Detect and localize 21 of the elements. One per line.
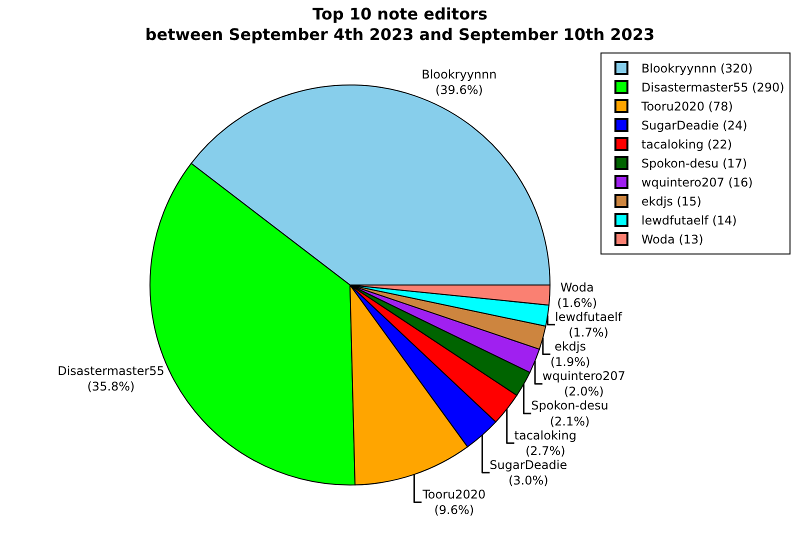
legend-label: tacaloking (22) xyxy=(641,138,732,152)
data-label: Blookryynnn (39.6%) xyxy=(422,68,497,98)
data-label: Spokon-desu (2.1%) xyxy=(531,398,608,428)
legend-label: wquintero207 (16) xyxy=(641,176,753,190)
data-label: Disastermaster55 (35.8%) xyxy=(58,364,164,394)
data-label: Woda (1.6%) xyxy=(557,280,598,310)
legend-label: Disastermaster55 (290) xyxy=(641,80,784,95)
data-label: wquintero207 (2.0%) xyxy=(542,369,626,399)
data-label: tacaloking (2.7%) xyxy=(514,428,576,458)
legend-label: Woda (13) xyxy=(641,232,704,247)
chart-title: Top 10 note editors between September 4th 2023 and September 10th 2023 xyxy=(145,4,655,44)
data-label: ekdjs (1.9%) xyxy=(550,339,590,370)
legend-label: ekdjs (15) xyxy=(641,194,702,209)
legend-label: Blookryynnn (320) xyxy=(641,62,753,76)
data-label: lewdfutaelf (1.7%) xyxy=(555,310,623,340)
data-label: SugarDeadie (3.0%) xyxy=(490,458,568,488)
legend-label: Tooru2020 (78) xyxy=(640,100,733,114)
legend-label: SugarDeadie (24) xyxy=(641,118,748,133)
data-label: Tooru2020 (9.6%) xyxy=(422,487,486,518)
legend-label: Spokon-desu (17) xyxy=(641,156,748,171)
legend-label: lewdfutaelf (14) xyxy=(641,214,737,228)
